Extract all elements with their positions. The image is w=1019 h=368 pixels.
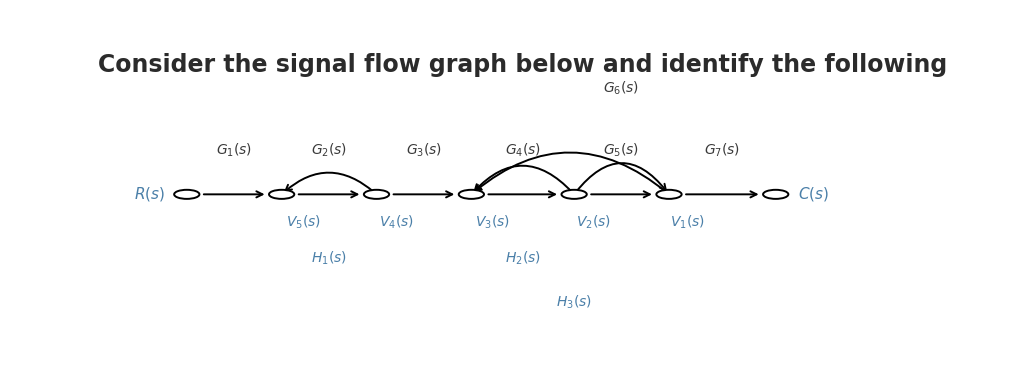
Text: $C(s)$: $C(s)$	[797, 185, 828, 204]
Text: $V_5(s)$: $V_5(s)$	[285, 214, 320, 231]
Circle shape	[174, 190, 200, 199]
Text: $R(s)$: $R(s)$	[133, 185, 164, 204]
Text: Consider the signal flow graph below and identify the following: Consider the signal flow graph below and…	[98, 53, 947, 77]
Circle shape	[655, 190, 681, 199]
Circle shape	[560, 190, 586, 199]
Text: $G_2(s)$: $G_2(s)$	[311, 142, 346, 159]
Text: $H_2(s)$: $H_2(s)$	[504, 250, 540, 267]
Text: $G_6(s)$: $G_6(s)$	[603, 79, 639, 97]
Text: $V_3(s)$: $V_3(s)$	[475, 214, 510, 231]
Text: $G_5(s)$: $G_5(s)$	[603, 142, 639, 159]
Circle shape	[459, 190, 484, 199]
Text: $V_2(s)$: $V_2(s)$	[576, 214, 610, 231]
Text: $G_4(s)$: $G_4(s)$	[504, 142, 540, 159]
Text: $G_1(s)$: $G_1(s)$	[216, 142, 252, 159]
Text: $G_3(s)$: $G_3(s)$	[406, 142, 441, 159]
Circle shape	[364, 190, 389, 199]
Circle shape	[269, 190, 294, 199]
Text: $V_1(s)$: $V_1(s)$	[669, 214, 704, 231]
Circle shape	[762, 190, 788, 199]
Text: $V_4(s)$: $V_4(s)$	[378, 214, 414, 231]
Text: $H_1(s)$: $H_1(s)$	[311, 250, 346, 267]
Text: $G_7(s)$: $G_7(s)$	[703, 142, 740, 159]
Text: $H_3(s)$: $H_3(s)$	[555, 293, 591, 311]
